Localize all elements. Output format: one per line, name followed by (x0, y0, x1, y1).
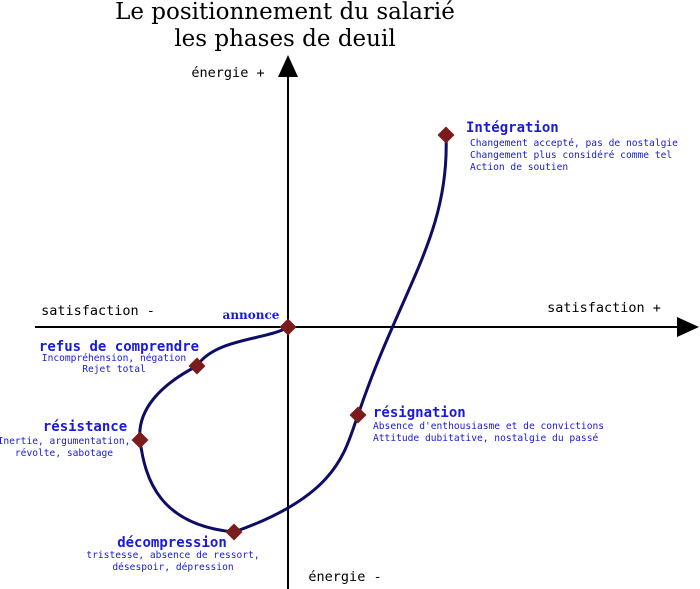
phase-desc-decompression-1: tristesse, absence de ressort, (86, 550, 259, 561)
phase-desc-resistance-2: révolte, sabotage (15, 447, 113, 459)
grief-curve (138, 134, 448, 534)
axis-label-satisfaction-minus: satisfaction - (41, 303, 155, 319)
vertical-axis-arrow (278, 55, 298, 77)
phase-desc-resignation-1: Absence d'enthousiasme et de convictions (373, 421, 604, 432)
phase-desc-resignation-2: Attitude dubitative, nostalgie du passé (373, 432, 598, 444)
phase-desc-refus-1: Incompréhension, négation (42, 352, 186, 364)
marker-resistance (131, 431, 149, 449)
phase-title-decompression: décompression (117, 535, 227, 551)
phase-desc-integration-1: Changement accepté, pas de nostalgie (470, 137, 678, 149)
phase-title-refus: refus de comprendre (39, 339, 199, 355)
marker-decompression (225, 523, 243, 541)
phase-desc-decompression-2: désespoir, dépression (112, 561, 233, 573)
phase-desc-integration-3: Action de soutien (470, 162, 568, 173)
title-line-2: les phases de deuil (174, 26, 395, 52)
marker-resignation (349, 406, 367, 424)
annonce-label: annonce (223, 308, 280, 322)
marker-refus (188, 357, 206, 375)
phase-title-resignation: résignation (373, 405, 466, 421)
phase-desc-resistance-1: Inertie, argumentation, (0, 436, 130, 447)
axis-label-satisfaction-plus: satisfaction + (547, 300, 661, 316)
marker-annonce (279, 318, 297, 336)
phase-title-resistance: résistance (43, 419, 127, 435)
title-line-1: Le positionnement du salarié (115, 0, 455, 25)
axis-label-energie-plus: énergie + (191, 65, 264, 81)
phase-title-integration: Intégration (466, 120, 559, 136)
horizontal-axis-arrow (677, 317, 699, 337)
marker-integration (437, 126, 455, 144)
axis-label-energie-minus: énergie - (308, 569, 381, 585)
phase-desc-refus-2: Rejet total (82, 364, 146, 375)
phase-desc-integration-2: Changement plus considéré comme tel (470, 149, 672, 161)
